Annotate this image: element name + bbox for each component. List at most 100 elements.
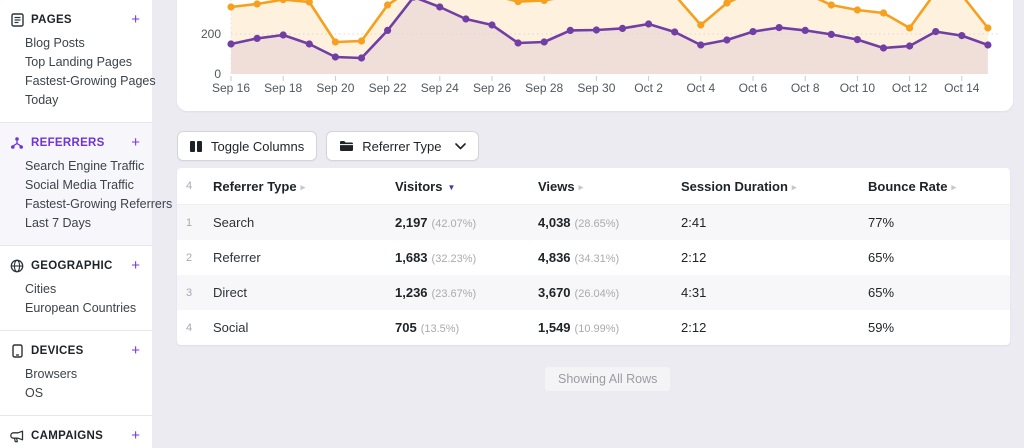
- table-row-social[interactable]: 4 Social 705 (13.5%) 1,549 (10.99%) 2:12 59%: [177, 310, 1010, 345]
- showing-all-rows-button[interactable]: Showing All Rows: [544, 366, 672, 392]
- bounce-rate-cell: 65%: [868, 249, 895, 265]
- visitors-point-sep-29[interactable]: [566, 26, 574, 34]
- visitors-point-sep-27[interactable]: [514, 39, 522, 47]
- table-row-count: 4: [186, 180, 193, 192]
- column-label: Session Duration: [681, 178, 788, 194]
- sidebar-item-browsers[interactable]: Browsers: [25, 367, 78, 381]
- visitors-point-sep-28[interactable]: [540, 38, 548, 46]
- visitors-point-oct-1[interactable]: [618, 24, 627, 32]
- visitors-point-oct-5[interactable]: [723, 36, 731, 44]
- visitors-point-oct-9[interactable]: [827, 30, 835, 38]
- traffic-area-chart[interactable]: 0 200 Sep 16 Sep 18 Sep 20 Sep 22 Sep 24 Sep 26…: [177, 0, 1013, 111]
- column-header-views[interactable]: Views ▸: [538, 179, 681, 194]
- views-point-oct-5[interactable]: [723, 0, 731, 7]
- views-point-sep-16[interactable]: [227, 3, 235, 11]
- views-point-oct-11[interactable]: [879, 9, 888, 17]
- visitors-point-sep-20[interactable]: [331, 53, 339, 61]
- referrers-table: 4 Referrer Type ▸ Visitors ▼ Views ▸ Session Du…: [177, 168, 1010, 345]
- views-point-sep-17[interactable]: [253, 0, 261, 8]
- sidebar-item-european-countries[interactable]: European Countries: [25, 301, 137, 315]
- referrer-type-cell: Social: [213, 319, 249, 335]
- sidebar-item-last-7-days[interactable]: Last 7 Days: [25, 216, 92, 230]
- views-point-sep-28[interactable]: [540, 0, 548, 4]
- views-point-oct-4[interactable]: [697, 21, 705, 29]
- sidebar-item-fastest-growing-pages[interactable]: Fastest-Growing Pages: [25, 74, 156, 88]
- visitors-point-oct-10[interactable]: [853, 36, 862, 44]
- x-axis-label-sep-20: Sep 20: [316, 81, 354, 95]
- visitors-point-sep-19[interactable]: [305, 40, 313, 48]
- visitors-point-sep-18[interactable]: [279, 31, 287, 39]
- visitors-point-sep-17[interactable]: [253, 34, 261, 43]
- views-point-sep-27[interactable]: [514, 0, 522, 6]
- add-referrers-button[interactable]: +: [131, 134, 140, 151]
- sidebar-section-geographic: GEOGRAPHIC + Cities European Countries: [0, 246, 152, 331]
- visitors-point-sep-21[interactable]: [357, 54, 366, 62]
- add-devices-button[interactable]: +: [131, 342, 140, 359]
- sidebar-item-top-landing-pages[interactable]: Top Landing Pages: [25, 55, 133, 69]
- devices-icon: [10, 344, 24, 358]
- visitors-point-oct-2[interactable]: [645, 20, 653, 28]
- sort-desc-icon: ▼: [447, 182, 456, 192]
- sidebar-section-header-campaigns[interactable]: CAMPAIGNS +: [0, 428, 152, 444]
- visitors-point-sep-24[interactable]: [436, 3, 444, 11]
- visitors-point-oct-12[interactable]: [906, 42, 914, 50]
- visitors-point-oct-4[interactable]: [697, 41, 705, 49]
- column-header-referrer-type[interactable]: Referrer Type ▸: [213, 179, 395, 194]
- sidebar-item-os[interactable]: OS: [25, 386, 44, 400]
- toggle-columns-button[interactable]: Toggle Columns: [177, 131, 318, 161]
- table-row-search[interactable]: 1 Search 2,197 (42.07%) 4,038 (28.65%) 2:41 77%: [177, 205, 1010, 240]
- column-header-bounce-rate[interactable]: Bounce Rate ▸: [868, 179, 1010, 194]
- sidebar-section-header-pages[interactable]: PAGES +: [0, 12, 152, 28]
- x-axis-label-oct-8: Oct 8: [791, 81, 820, 95]
- views-point-oct-15[interactable]: [984, 24, 992, 32]
- views-point-oct-10[interactable]: [853, 6, 862, 14]
- sidebar-item-today[interactable]: Today: [25, 93, 59, 107]
- table-row-referrer[interactable]: 2 Referrer 1,683 (32.23%) 4,836 (34.31%) 2:12 6…: [177, 240, 1010, 275]
- views-point-sep-19[interactable]: [305, 0, 313, 6]
- add-pages-button[interactable]: +: [131, 11, 140, 28]
- x-axis-label-oct-6: Oct 6: [739, 81, 768, 95]
- columns-icon: [190, 140, 203, 152]
- sidebar-item-social-media-traffic[interactable]: Social Media Traffic: [25, 178, 134, 192]
- add-geographic-button[interactable]: +: [131, 257, 140, 274]
- visitors-point-oct-3[interactable]: [671, 28, 679, 36]
- views-point-oct-9[interactable]: [827, 1, 835, 9]
- visitors-point-sep-25[interactable]: [462, 15, 470, 23]
- views-point-sep-21[interactable]: [357, 37, 366, 45]
- visitors-line: [229, 0, 990, 60]
- column-header-session-duration[interactable]: Session Duration ▸: [681, 179, 868, 194]
- visitors-point-oct-13[interactable]: [932, 28, 940, 36]
- sidebar-item-search-engine-traffic[interactable]: Search Engine Traffic: [25, 159, 145, 173]
- x-axis-label-oct-14: Oct 14: [944, 81, 980, 95]
- add-campaigns-button[interactable]: +: [131, 427, 140, 444]
- visitors-point-oct-6[interactable]: [749, 28, 757, 36]
- sidebar-section-title-geographic: GEOGRAPHIC: [31, 260, 113, 272]
- sidebar-section-header-referrers[interactable]: REFERRERS +: [0, 135, 152, 151]
- visitors-point-sep-22[interactable]: [384, 26, 392, 34]
- sidebar-item-blog-posts[interactable]: Blog Posts: [25, 36, 85, 50]
- visitors-point-oct-8[interactable]: [801, 26, 809, 34]
- views-point-sep-20[interactable]: [331, 38, 339, 46]
- views-cell: 4,836 (34.31%): [538, 249, 620, 265]
- views-point-sep-18[interactable]: [279, 0, 287, 4]
- sidebar-item-fastest-growing-referrers[interactable]: Fastest-Growing Referrers: [25, 197, 173, 211]
- sidebar-section-header-devices[interactable]: DEVICES +: [0, 343, 152, 359]
- views-point-oct-12[interactable]: [906, 24, 914, 32]
- visitors-point-sep-30[interactable]: [592, 26, 600, 34]
- views-point-sep-22[interactable]: [384, 1, 392, 9]
- referrer-type-filter-button[interactable]: Referrer Type: [326, 131, 480, 161]
- sidebar-section-header-geographic[interactable]: GEOGRAPHIC +: [0, 258, 152, 274]
- visitors-point-sep-26[interactable]: [488, 21, 496, 29]
- chevron-down-icon: [455, 142, 467, 150]
- table-row-direct[interactable]: 3 Direct 1,236 (23.67%) 3,670 (26.04%) 4:31 65%: [177, 275, 1010, 310]
- column-header-visitors[interactable]: Visitors ▼: [395, 179, 538, 194]
- visitors-point-oct-7[interactable]: [775, 24, 783, 32]
- visitors-point-oct-11[interactable]: [879, 44, 888, 52]
- sidebar: PAGES + Blog Posts Top Landing Pages Fastest…: [0, 0, 173, 448]
- visitors-point-oct-14[interactable]: [958, 31, 966, 40]
- visitors-point-sep-23[interactable]: [410, 0, 417, 1]
- sidebar-item-cities[interactable]: Cities: [25, 282, 57, 296]
- visitors-point-sep-16[interactable]: [227, 40, 235, 48]
- visitors-point-oct-15[interactable]: [984, 41, 992, 49]
- table-toolbar: Toggle Columns Referrer Type: [177, 131, 480, 161]
